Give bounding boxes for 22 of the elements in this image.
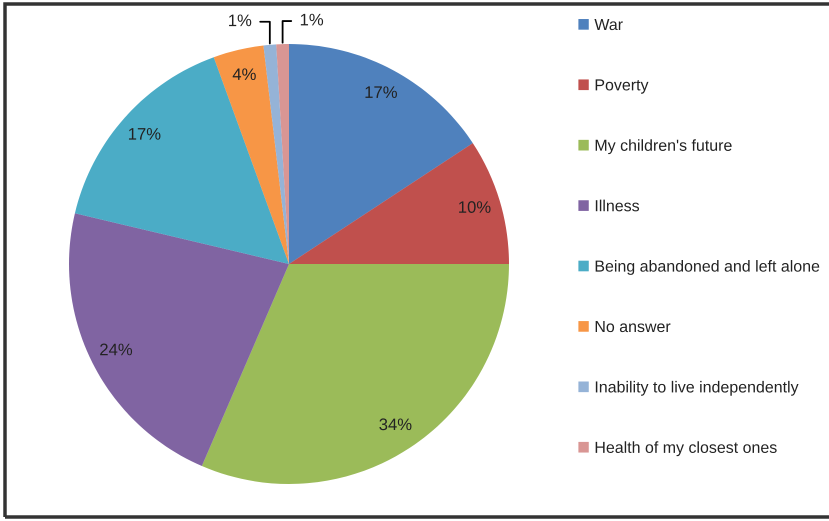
legend-label: War xyxy=(594,18,623,30)
legend-label: No answer xyxy=(596,321,670,332)
data-label: 17% xyxy=(128,128,160,140)
legend-label: Inability to live independently xyxy=(596,380,799,396)
pie-slice xyxy=(263,44,289,264)
data-label: 1% xyxy=(300,14,324,26)
data-label: 1% xyxy=(229,14,252,26)
pie-slice xyxy=(289,143,509,264)
legend-label: Poverty xyxy=(596,79,648,94)
pie-slice xyxy=(74,57,289,264)
legend-label: Illness xyxy=(596,200,640,212)
data-label: 17% xyxy=(365,86,397,98)
data-label: 10% xyxy=(459,201,491,213)
legend-label: Health of my closest ones xyxy=(596,441,777,456)
legend-label: Being abandoned and left alone xyxy=(596,260,820,275)
pie-slice xyxy=(214,45,289,264)
data-label: 4% xyxy=(232,68,256,80)
data-label: 24% xyxy=(100,344,132,356)
pie-slice xyxy=(69,213,289,466)
data-label: 34% xyxy=(379,418,412,430)
legend-label: My children's future xyxy=(596,139,732,154)
pie-slice xyxy=(202,264,509,484)
